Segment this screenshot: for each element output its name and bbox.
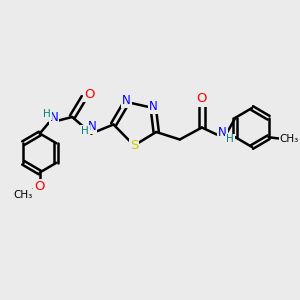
Text: N: N xyxy=(50,111,58,124)
Text: CH₃: CH₃ xyxy=(280,134,299,144)
Text: N: N xyxy=(149,100,158,113)
Text: O: O xyxy=(34,180,45,193)
Text: N: N xyxy=(122,94,131,107)
Text: H: H xyxy=(81,126,89,136)
Text: O: O xyxy=(84,88,94,101)
Text: H: H xyxy=(43,109,51,119)
Text: O: O xyxy=(196,92,207,106)
Text: S: S xyxy=(130,139,138,152)
Text: CH₃: CH₃ xyxy=(13,190,32,200)
Text: N: N xyxy=(88,120,96,134)
Text: H: H xyxy=(226,134,234,145)
Text: N: N xyxy=(218,126,227,139)
